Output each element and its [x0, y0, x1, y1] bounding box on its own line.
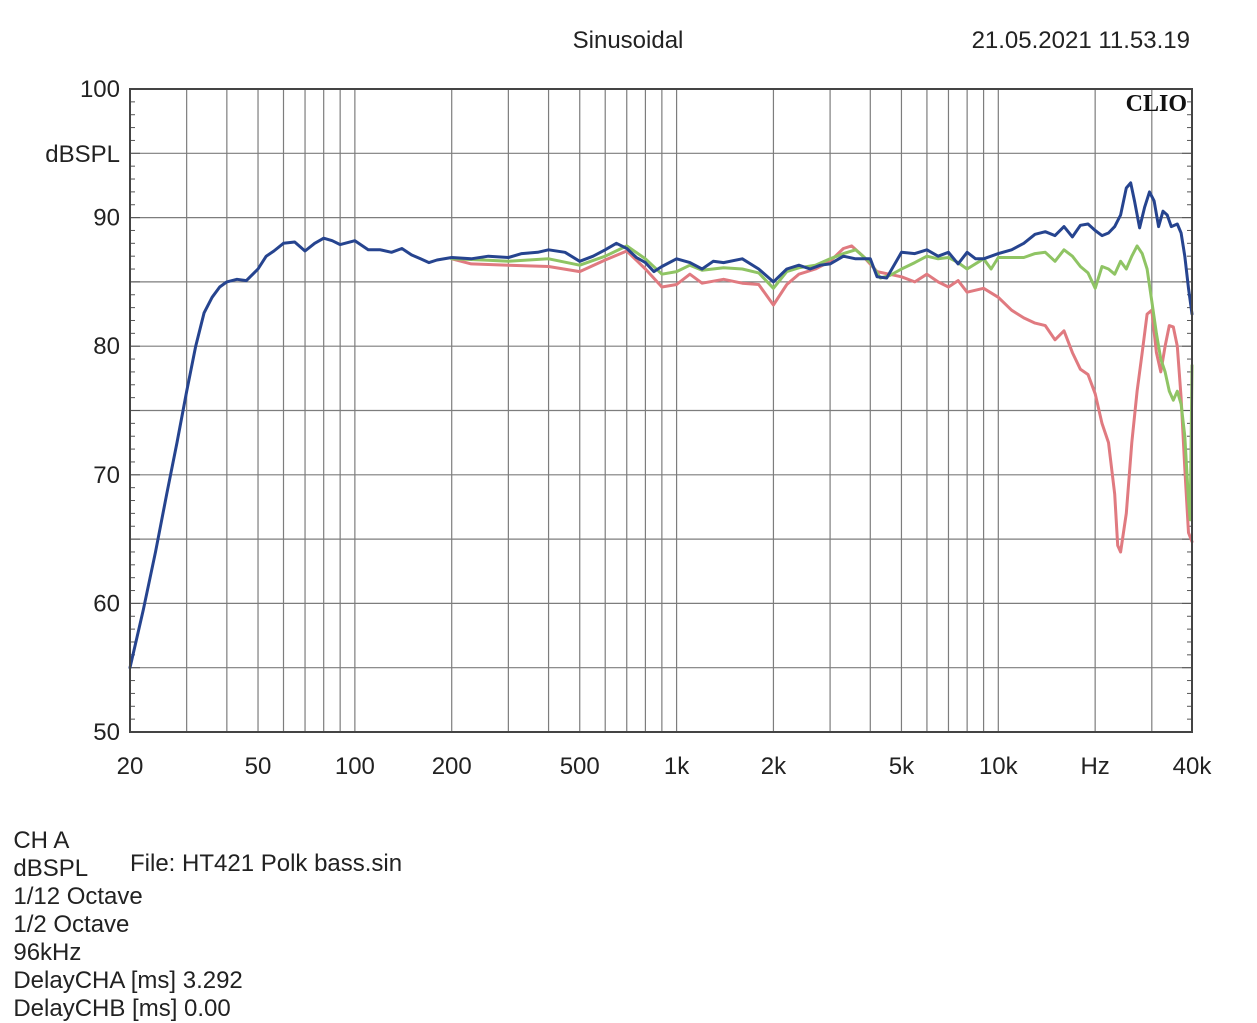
file-name: File: HT421 Polk bass.sin — [130, 850, 403, 877]
y-tick-labels: 100 90 80 70 60 50 — [80, 76, 120, 746]
x-tick-label: 500 — [560, 753, 600, 780]
x-tick-label: 1k — [664, 753, 690, 780]
grid — [130, 88, 1192, 733]
y-tick-label: 50 — [93, 719, 120, 746]
x-tick-label: 50 — [245, 753, 272, 780]
x-tick-label: 20 — [117, 753, 144, 780]
x-tick-label: 10k — [979, 753, 1019, 780]
x-tick-label: 40k — [1173, 753, 1213, 780]
measurement-mode: Sinusoidal — [573, 27, 684, 54]
y-axis-label: dBSPL — [45, 141, 120, 168]
footer-delay-cha: DelayCHA [ms] 3.292 — [13, 967, 243, 994]
footer-delay-chb: DelayCHB [ms] 0.00 — [13, 995, 231, 1022]
timestamp: 21.05.2021 11.53.19 — [972, 27, 1190, 54]
y-tick-label: 90 — [93, 205, 120, 232]
y-tick-label: 100 — [80, 76, 120, 103]
measurement-settings: CH A dBSPL 1/12 Octave 1/2 Octave 96kHz … — [0, 799, 1257, 1023]
plot-frame — [129, 88, 1193, 733]
footer-smoothing: 1/12 Octave — [13, 883, 143, 910]
x-tick-labels: 20 50 100 200 500 1k 2k 5k 10k Hz 40k — [117, 753, 1213, 780]
x-tick-label: 2k — [761, 753, 787, 780]
series-line-2 — [450, 244, 1194, 522]
x-tick-label: 5k — [889, 753, 915, 780]
x-tick-label: Hz — [1080, 753, 1109, 780]
footer-sample-rate: 96kHz — [13, 939, 82, 966]
x-tick-label: 100 — [335, 753, 375, 780]
x-tick-label: 200 — [432, 753, 472, 780]
clio-logo: CLIO — [1126, 91, 1187, 117]
frequency-response-chart: Sinusoidal 21.05.2021 11.53.19 CLIO dBSP… — [45, 27, 1213, 780]
footer-channel: CH A — [13, 827, 70, 854]
y-tick-label: 80 — [93, 333, 120, 360]
series-line-3 — [128, 181, 1194, 670]
y-tick-label: 60 — [93, 590, 120, 617]
y-tick-label: 70 — [93, 462, 120, 489]
series-layer — [128, 181, 1194, 670]
series-line-1 — [450, 244, 1194, 554]
footer-window: 1/2 Octave — [13, 911, 130, 938]
footer-unit: dBSPL — [13, 855, 89, 882]
